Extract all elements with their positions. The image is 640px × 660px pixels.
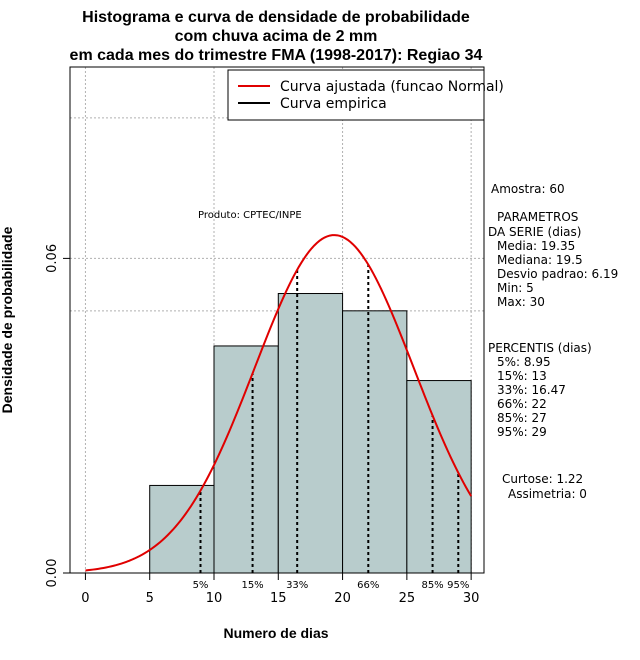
stat-p15: 15%: 13	[497, 369, 547, 383]
x-tick-label-0: 0	[81, 591, 89, 606]
stat-param-title-2: DA SERIE (dias)	[488, 225, 581, 239]
histogram-bar-0	[149, 484, 215, 574]
stats-panel: Amostra: 60 PARAMETROS DA SERIE (dias) M…	[488, 182, 618, 501]
stat-media: Media: 19.35	[497, 239, 575, 253]
x-axis-title: Numero de dias	[223, 625, 328, 641]
stat-curtose: Curtose: 1.22	[502, 472, 583, 486]
stat-p85: 85%: 27	[497, 411, 547, 425]
percentile-label-0: 5%	[193, 580, 209, 591]
plot-frame	[69, 66, 485, 574]
stat-assimetria: Assimetria: 0	[508, 487, 587, 501]
y-tick-label-0: 0.00	[45, 559, 60, 588]
stat-p95: 95%: 29	[497, 425, 547, 439]
normal-curve-line	[85, 234, 473, 572]
stat-p33: 33%: 16.47	[497, 383, 566, 397]
x-tick-label-1: 5	[146, 591, 154, 606]
histogram-bars	[149, 293, 472, 574]
chart-title-line-2: com chuva acima de 2 mm	[175, 28, 378, 45]
x-tick-label-3: 15	[270, 591, 287, 606]
stat-p66: 66%: 22	[497, 397, 547, 411]
stat-min: Min: 5	[497, 281, 534, 295]
histogram-bar-1	[213, 345, 279, 574]
histogram-bar-2	[277, 293, 344, 574]
product-annotation: Produto: CPTEC/INPE	[198, 210, 302, 221]
stat-p5: 5%: 8.95	[497, 355, 551, 369]
stat-percentis-title: PERCENTIS (dias)	[488, 341, 592, 355]
legend-label-empirical: Curva empirica	[280, 96, 387, 112]
percentile-label-3: 66%	[357, 580, 379, 591]
percentile-lines: 5% 15% 33% 66% 85% 95%	[193, 264, 469, 591]
legend-label-fitted: Curva ajustada (funcao Normal)	[280, 79, 504, 95]
x-tick-label-5: 25	[399, 591, 416, 606]
percentile-label-5: 95%	[447, 580, 469, 591]
stat-param-title-1: PARAMETROS	[497, 210, 578, 224]
x-tick-label-2: 10	[206, 591, 223, 606]
percentile-label-1: 15%	[241, 580, 263, 591]
chart-title-line-1: Histograma e curva de densidade de proba…	[82, 9, 470, 26]
y-tick-label-1: 0.06	[45, 244, 60, 273]
stat-max: Max: 30	[497, 295, 545, 309]
y-axis-title: Densidade de probabilidade	[0, 226, 15, 413]
x-tick-label-4: 20	[334, 591, 351, 606]
stat-mediana: Mediana: 19.5	[497, 253, 583, 267]
fitted-curve	[85, 234, 473, 572]
stat-amostra: Amostra: 60	[491, 182, 565, 196]
percentile-label-2: 33%	[286, 580, 308, 591]
legend-box	[227, 69, 485, 121]
legend: Curva ajustada (funcao Normal) Curva emp…	[227, 69, 504, 121]
histogram-bar-3	[342, 310, 408, 574]
x-tick-label-6: 30	[463, 591, 480, 606]
chart-title-line-3: em cada mes do trimestre FMA (1998-2017)…	[70, 47, 483, 64]
percentile-label-4: 85%	[421, 580, 443, 591]
stat-desvio: Desvio padrao: 6.19	[497, 267, 618, 281]
